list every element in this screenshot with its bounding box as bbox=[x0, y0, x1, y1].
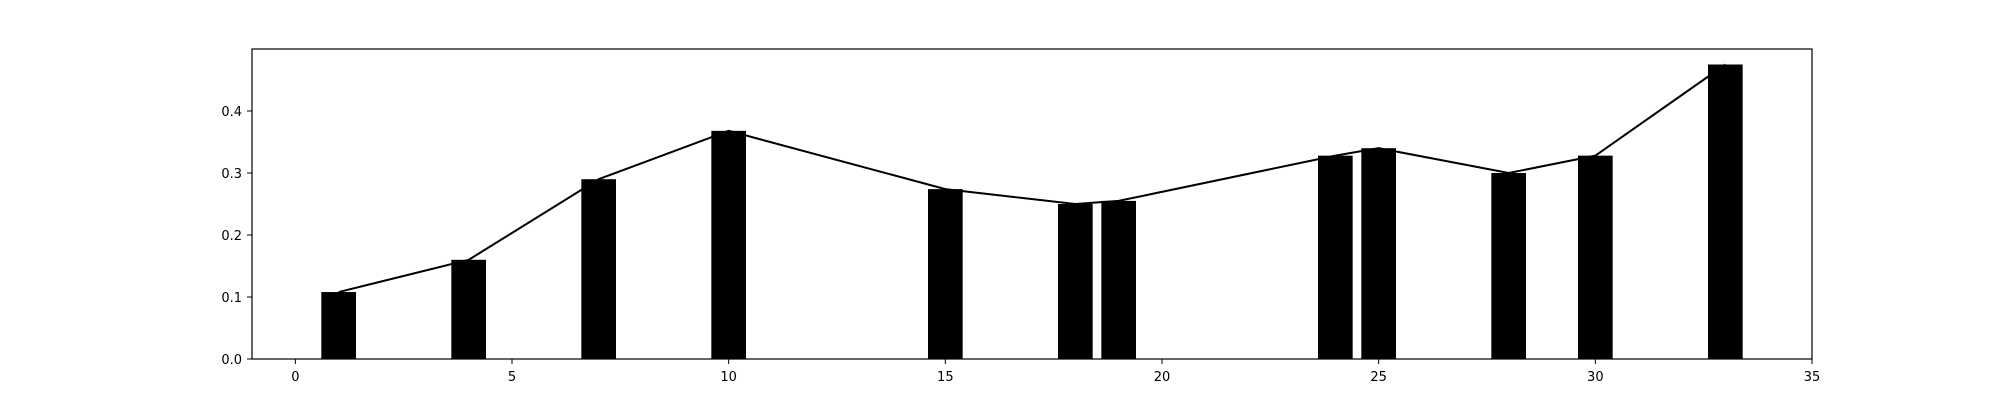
bar bbox=[1578, 155, 1613, 359]
bar bbox=[928, 189, 963, 359]
x-tick-label: 0 bbox=[291, 370, 299, 385]
y-tick-label: 0.2 bbox=[221, 229, 242, 244]
y-tick-label: 0.1 bbox=[221, 291, 242, 306]
bar bbox=[1708, 64, 1743, 359]
bar bbox=[1101, 200, 1136, 359]
x-tick-label: 20 bbox=[1154, 370, 1171, 385]
x-tick-label: 25 bbox=[1370, 370, 1387, 385]
bar bbox=[1491, 173, 1526, 359]
x-tick-label: 10 bbox=[720, 370, 737, 385]
bar bbox=[321, 292, 356, 359]
bar bbox=[1058, 204, 1093, 359]
x-tick-label: 30 bbox=[1587, 370, 1604, 385]
bar bbox=[451, 259, 486, 359]
bar bbox=[711, 130, 746, 359]
series-line bbox=[338, 63, 1726, 294]
x-tick-label: 5 bbox=[508, 370, 516, 385]
bar bbox=[1318, 155, 1353, 359]
y-tick-label: 0.3 bbox=[221, 167, 242, 182]
bar bbox=[1361, 148, 1396, 359]
x-tick-label: 35 bbox=[1804, 370, 1821, 385]
y-tick-label: 0.0 bbox=[221, 353, 242, 368]
bar bbox=[581, 179, 616, 359]
plot-frame bbox=[251, 48, 1813, 360]
y-tick-label: 0.4 bbox=[221, 105, 242, 120]
x-tick-label: 15 bbox=[937, 370, 954, 385]
